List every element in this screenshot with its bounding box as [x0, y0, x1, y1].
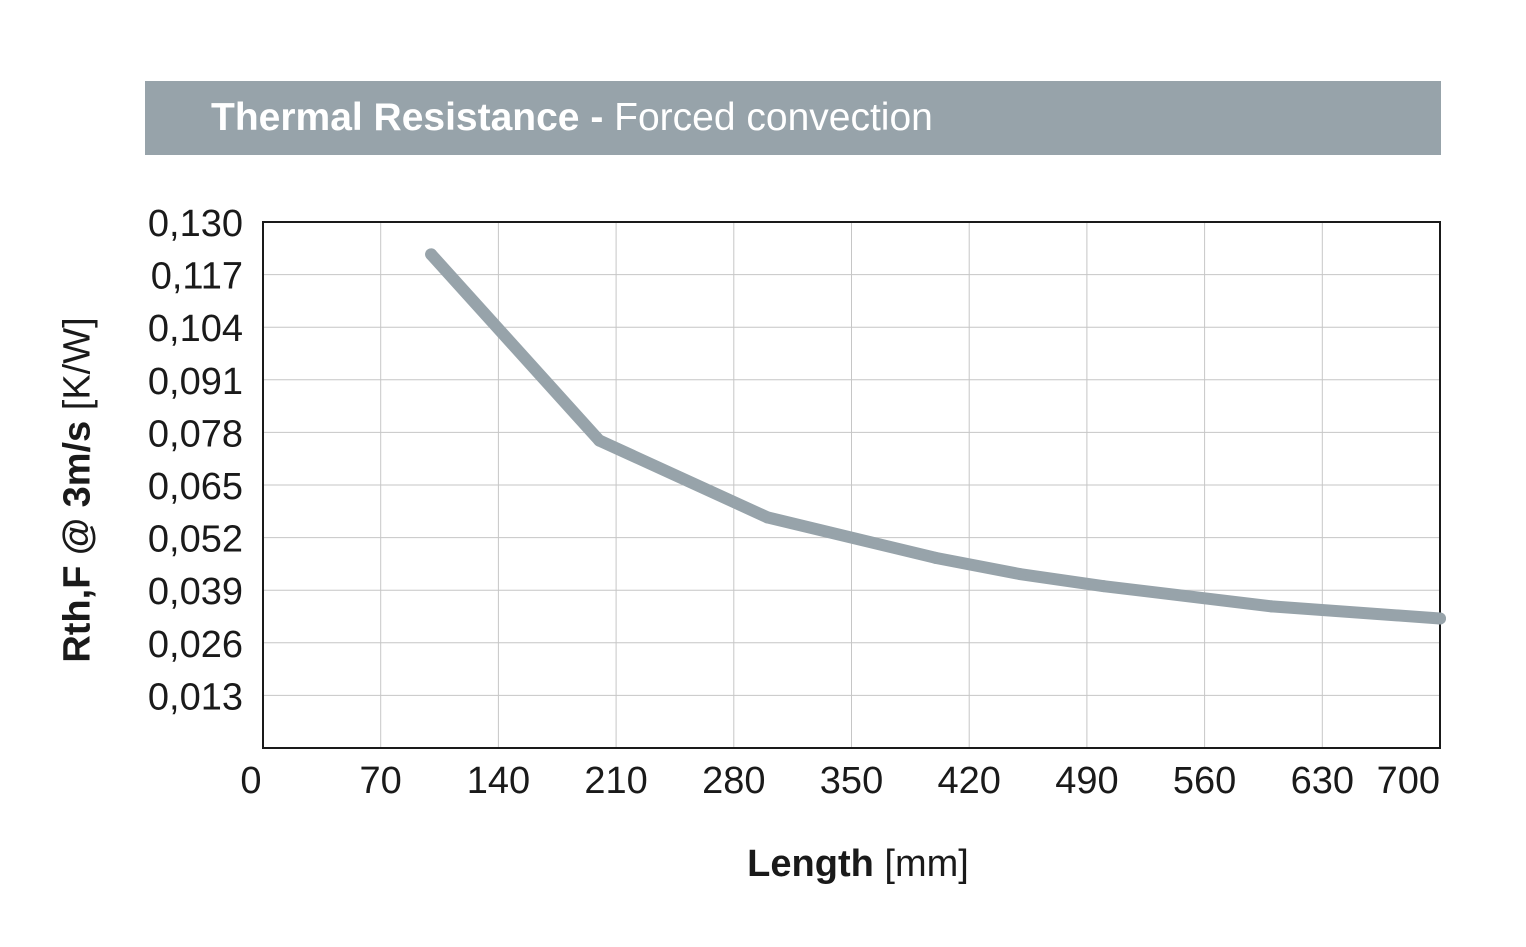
data-point	[1265, 600, 1278, 613]
data-point	[1097, 580, 1110, 593]
x-tick-label: 420	[937, 760, 1000, 802]
y-axis-label: Rth,F @ 3m/s [K/W]	[57, 317, 100, 662]
y-tick-label: 0,065	[148, 466, 243, 508]
data-point	[593, 434, 606, 447]
chart-title: Thermal Resistance - Forced convection	[211, 96, 933, 140]
data-point	[761, 511, 774, 524]
y-tick-label: 0,104	[148, 308, 243, 350]
x-tick-label: 210	[584, 760, 647, 802]
x-tick-label: 560	[1173, 760, 1236, 802]
data-point	[1013, 568, 1026, 581]
x-tick-label: 700	[1377, 760, 1440, 802]
x-tick-label: 490	[1055, 760, 1118, 802]
y-tick-label: 0,013	[148, 676, 243, 718]
data-point	[425, 248, 438, 261]
chart-title-regular: Forced convection	[614, 96, 933, 139]
x-axis-label-bold: Length	[747, 843, 874, 885]
y-tick-label: 0,117	[151, 256, 243, 298]
y-tick-label: 0,039	[148, 571, 243, 613]
chart-title-bold: Thermal Resistance -	[211, 96, 604, 139]
x-axis-label-unit: [mm]	[884, 843, 969, 885]
y-axis-label-unit: [K/W]	[56, 317, 99, 411]
title-bar: Thermal Resistance - Forced convection	[145, 81, 1441, 155]
x-tick-label: 0	[240, 760, 261, 802]
x-tick-label: 140	[467, 760, 530, 802]
x-tick-label: 350	[820, 760, 883, 802]
plot-frame	[262, 221, 1441, 749]
y-tick-label: 0,078	[148, 413, 243, 455]
y-tick-label: 0,026	[148, 624, 243, 666]
y-tick-label: 0,130	[148, 203, 243, 245]
x-tick-label: 70	[360, 760, 402, 802]
data-point	[1434, 612, 1446, 625]
x-axis-label: Length [mm]	[747, 843, 969, 886]
x-tick-label: 630	[1291, 760, 1354, 802]
data-point	[929, 551, 942, 564]
x-tick-label: 280	[702, 760, 765, 802]
y-tick-label: 0,052	[148, 519, 243, 561]
y-axis-label-bold: Rth,F @ 3m/s	[56, 420, 99, 663]
series-line	[425, 248, 1446, 625]
y-tick-label: 0,091	[148, 361, 243, 403]
